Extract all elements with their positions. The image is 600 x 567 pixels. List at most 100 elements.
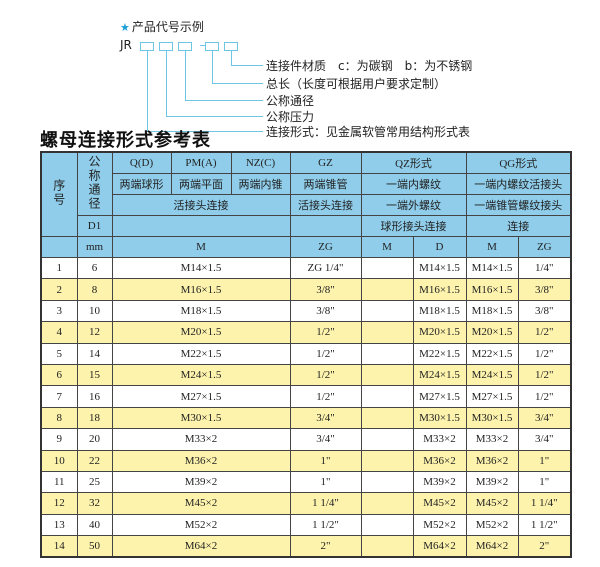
cell-dn: 50 (76, 535, 113, 558)
header-desc: 两端平面 (170, 173, 232, 195)
cell-qz-m (360, 470, 414, 494)
header-desc: 两端内锥 (230, 173, 291, 195)
header-type: NZ(C) (230, 151, 291, 174)
cell-seq: 6 (40, 363, 78, 387)
header-desc: 一端锥管螺纹接头 (465, 194, 572, 216)
header-empty (289, 215, 362, 237)
legend-title: ★ 产品代号示例 (120, 18, 204, 35)
cell-dn: 32 (76, 492, 113, 515)
table-body: 1 6 M14×1.5 ZG 1/4" M14×1.5 M14×1.5 1/4" 2 8 M16×… (40, 256, 572, 558)
connector-line (185, 50, 186, 100)
cell-qg-zg: 1/2" (517, 363, 572, 387)
cell-seq: 13 (40, 513, 78, 537)
cell-qz-m (360, 278, 414, 301)
code-prefix: JR (120, 38, 132, 52)
cell-qg-zg: 3/4" (517, 428, 572, 451)
code-dash (200, 45, 206, 46)
header-type: Q(D) (111, 151, 172, 174)
cell-m: M27×1.5 (111, 385, 291, 408)
connector-line (147, 50, 148, 131)
cell-dn: 10 (76, 299, 113, 323)
table-row: 14 50 M64×2 2" M64×2 M64×2 2" (40, 535, 572, 558)
legend-label-material: 连接件材质 c：为碳钢 b：为不锈钢 (266, 59, 473, 73)
cell-qz-d: M33×2 (412, 428, 467, 451)
cell-dn: 15 (76, 363, 113, 387)
cell-dn: 14 (76, 342, 113, 365)
header-seq: 序号 (40, 151, 78, 237)
cell-m: M30×1.5 (111, 406, 291, 430)
connector-line (147, 131, 263, 132)
cell-qg-m: M20×1.5 (465, 321, 519, 344)
cell-qz-m (360, 299, 414, 323)
header-seq-text: 序号 (51, 179, 66, 207)
header-unit: ZG (517, 236, 572, 258)
header-desc: 活接头连接 (111, 194, 291, 216)
cell-seq: 3 (40, 299, 78, 323)
table-row: 12 32 M45×2 1 1/4" M45×2 M45×2 1 1/4" (40, 492, 572, 515)
table-row: 5 14 M22×1.5 1/2" M22×1.5 M22×1.5 1/2" (40, 342, 572, 365)
header-desc: 一端内螺纹 (360, 173, 467, 195)
cell-qg-m: M64×2 (465, 535, 519, 558)
legend-title-text: 产品代号示例 (131, 20, 204, 34)
header-desc: 两端锥管 (289, 173, 362, 195)
cell-gz-zg: 1 1/4" (289, 492, 362, 515)
cell-qz-d: M22×1.5 (412, 342, 467, 365)
cell-gz-zg: 1" (289, 449, 362, 472)
cell-qg-m: M33×2 (465, 428, 519, 451)
table-row: 3 10 M18×1.5 3/8" M18×1.5 M18×1.5 3/8" (40, 299, 572, 323)
header-empty (111, 215, 291, 237)
cell-qz-d: M16×1.5 (412, 278, 467, 301)
cell-qz-d: M27×1.5 (412, 385, 467, 408)
cell-qz-d: M24×1.5 (412, 363, 467, 387)
cell-qz-d: M36×2 (412, 449, 467, 472)
cell-gz-zg: 3/4" (289, 406, 362, 430)
header-desc: 一端内螺纹活接头 (465, 173, 572, 195)
cell-dn: 22 (76, 449, 113, 472)
cell-qg-zg: 3/8" (517, 278, 572, 301)
cell-qz-d: M14×1.5 (412, 256, 467, 280)
cell-gz-zg: 2" (289, 535, 362, 558)
cell-m: M52×2 (111, 513, 291, 537)
cell-m: M64×2 (111, 535, 291, 558)
header-unit: D (412, 236, 467, 258)
header-type: QZ形式 (360, 151, 467, 174)
cell-qz-d: M20×1.5 (412, 321, 467, 344)
cell-gz-zg: 1/2" (289, 363, 362, 387)
cell-seq: 4 (40, 321, 78, 344)
cell-qg-m: M39×2 (465, 470, 519, 494)
cell-qg-m: M45×2 (465, 492, 519, 515)
cell-gz-zg: 1/2" (289, 321, 362, 344)
table-row: 13 40 M52×2 1 1/2" M52×2 M52×2 1 1/2" (40, 513, 572, 537)
cell-qg-m: M52×2 (465, 513, 519, 537)
cell-qz-d: M52×2 (412, 513, 467, 537)
cell-seq: 8 (40, 406, 78, 430)
cell-qg-zg: 1/4" (517, 256, 572, 280)
cell-seq: 11 (40, 470, 78, 494)
cell-m: M24×1.5 (111, 363, 291, 387)
header-unit: ZG (289, 236, 362, 258)
cell-dn: 25 (76, 470, 113, 494)
header-desc: 活接头连接 (289, 194, 362, 216)
header-unit: M (360, 236, 414, 258)
cell-seq: 12 (40, 492, 78, 515)
cell-gz-zg: 3/8" (289, 299, 362, 323)
cell-qg-m: M16×1.5 (465, 278, 519, 301)
cell-qg-zg: 3/4" (517, 406, 572, 430)
cell-qg-zg: 1/2" (517, 321, 572, 344)
cell-gz-zg: 1" (289, 470, 362, 494)
header-type: PM(A) (170, 151, 232, 174)
cell-qz-d: M39×2 (412, 470, 467, 494)
header-d1: D1 (76, 215, 113, 237)
cell-qg-zg: 3/8" (517, 299, 572, 323)
cell-m: M20×1.5 (111, 321, 291, 344)
cell-qg-m: M18×1.5 (465, 299, 519, 323)
legend-label-connection: 连接形式：见金属软管常用结构形式表 (266, 125, 471, 139)
cell-qg-zg: 1 1/2" (517, 513, 572, 537)
header-mm: mm (76, 236, 113, 258)
cell-m: M14×1.5 (111, 256, 291, 280)
cell-qz-m (360, 321, 414, 344)
table-row: 8 18 M30×1.5 3/4" M30×1.5 M30×1.5 3/4" (40, 406, 572, 430)
cell-qz-m (360, 535, 414, 558)
cell-gz-zg: 3/4" (289, 428, 362, 451)
connector-line (212, 83, 263, 84)
